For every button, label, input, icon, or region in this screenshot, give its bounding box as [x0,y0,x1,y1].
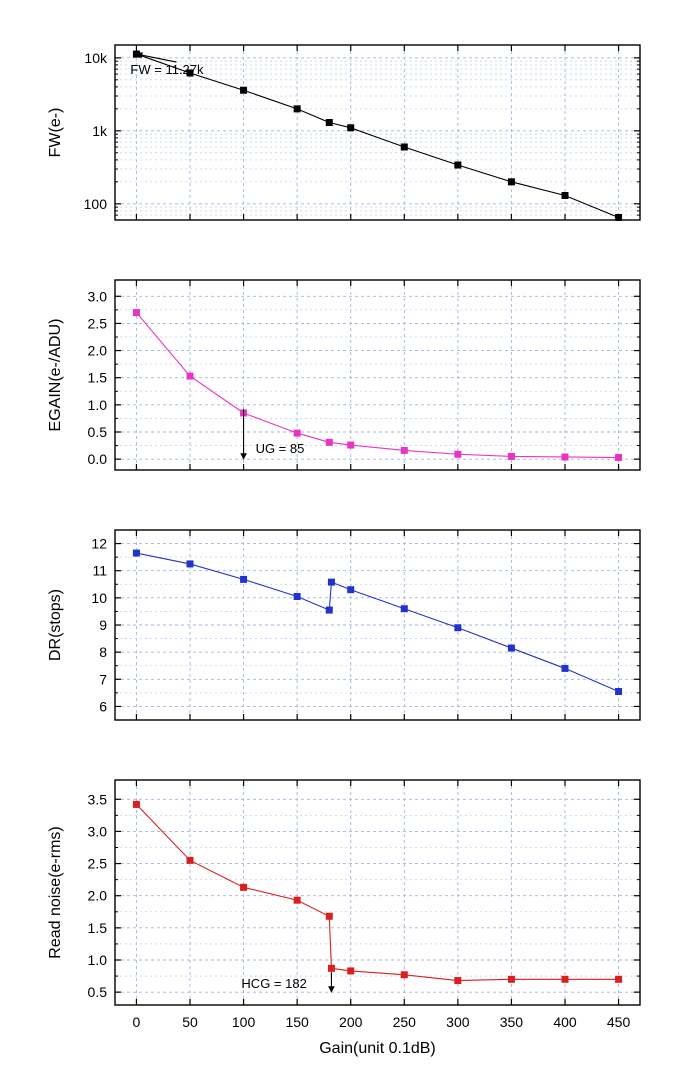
xtick-label: 50 [182,1014,198,1030]
marker [133,550,140,557]
marker [326,607,333,614]
xlabel: Gain(unit 0.1dB) [319,1040,436,1057]
ytick-label: 1.5 [88,370,108,386]
annotation-text: FW = 11.27k [130,62,204,77]
xtick-label: 450 [607,1014,631,1030]
marker [562,665,569,672]
marker [294,105,301,112]
marker [187,560,194,567]
ytick-label: 0.5 [88,984,108,1000]
xtick-label: 250 [393,1014,417,1030]
ytick-label: 1.5 [88,920,108,936]
ytick-label: 2.0 [88,888,108,904]
xtick-label: 100 [232,1014,256,1030]
marker [615,454,622,461]
marker [294,897,301,904]
marker [133,309,140,316]
marker [562,453,569,460]
marker [401,447,408,454]
marker [347,124,354,131]
marker [508,178,515,185]
marker [187,857,194,864]
xtick-label: 350 [500,1014,524,1030]
panel-dr: 6 7 8 9 10 11 12 DR(stops) [47,530,640,720]
xtick-label: 0 [133,1014,141,1030]
xtick-label: 300 [446,1014,470,1030]
series-line [136,804,618,980]
ytick-label: 2.0 [88,343,108,359]
marker [187,373,194,380]
marker [347,967,354,974]
marker [328,965,335,972]
xtick-label: 150 [285,1014,309,1030]
ylabel: EGAIN(e-/ADU) [47,319,64,432]
ytick-label: 10 [91,590,107,606]
marker [454,977,461,984]
marker [562,192,569,199]
ytick-label: 1.0 [88,397,108,413]
panel-fw: 100 1k 10k FW(e-) FW = 11.27k [47,45,640,221]
panel-readnoise: 0.5 1.0 1.5 2.0 2.5 3.0 3.5 Read noise(e-rms) HC… [47,780,640,1005]
marker [508,453,515,460]
series-line [136,54,618,217]
ytick-label: 0.0 [88,451,108,467]
marker [508,976,515,983]
xtick-label: 200 [339,1014,363,1030]
ylabel: DR(stops) [47,589,64,661]
ylabel: Read noise(e-rms) [47,826,64,958]
ytick-label: 100 [84,196,108,212]
marker [133,801,140,808]
ytick-label: 9 [99,617,107,633]
marker [401,144,408,151]
marker [326,913,333,920]
marker [326,439,333,446]
ytick-label: 11 [92,563,107,579]
marker [454,624,461,631]
ytick-label: 2.5 [88,856,108,872]
xtick-label: 400 [553,1014,577,1030]
ytick-label: 2.5 [88,315,108,331]
marker [615,688,622,695]
marker [401,605,408,612]
ytick-label: 1k [92,123,108,139]
marker [240,576,247,583]
ytick-label: 10k [84,50,108,66]
marker [326,119,333,126]
ytick-label: 8 [99,644,107,660]
ytick-label: 3.0 [88,288,108,304]
marker [454,162,461,169]
series-line [136,553,618,691]
marker [401,971,408,978]
marker [294,430,301,437]
marker [508,645,515,652]
marker [240,87,247,94]
panel-egain: 0.0 0.5 1.0 1.5 2.0 2.5 3.0 EGAIN(e-/ADU) UG = 8… [47,280,640,470]
marker [615,976,622,983]
svg-canvas: 1001k10kFW(e-)FW = 11.27k0.00.51.01.52.0… [30,40,670,1065]
annotation-text: HCG = 182 [241,976,306,991]
ytick-label: 6 [99,698,107,714]
marker [240,884,247,891]
chart-stack: 1001k10kFW(e-)FW = 11.27k0.00.51.01.52.0… [30,40,670,1030]
annotation-text: UG = 85 [256,441,305,456]
ytick-label: 12 [91,536,107,552]
marker [294,593,301,600]
marker [615,214,622,221]
marker [454,451,461,458]
marker [347,442,354,449]
ytick-label: 3.0 [88,823,108,839]
series-line [136,313,618,458]
ytick-label: 3.5 [88,791,108,807]
ytick-label: 0.5 [88,424,108,440]
marker [347,586,354,593]
ytick-label: 1.0 [88,952,108,968]
marker [562,976,569,983]
ytick-label: 7 [99,671,107,687]
ylabel: FW(e-) [47,108,64,158]
marker [328,579,335,586]
